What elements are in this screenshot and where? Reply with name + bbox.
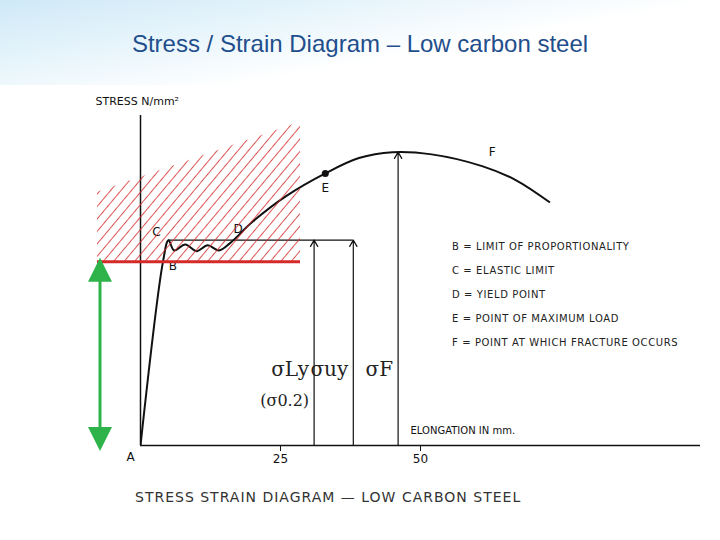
svg-text:F: F (489, 145, 496, 159)
html-text:STRESS STRAIN DIAGRAM — LOW CA: STRESS STRAIN DIAGRAM — LOW CARBON STEEL (135, 489, 522, 505)
html-text:C = ELASTIC LIMIT: C = ELASTIC LIMIT (452, 265, 555, 276)
svg-text:(σ0.2): (σ0.2) (260, 391, 309, 410)
svg-text:σF: σF (366, 357, 394, 381)
svg-text:A: A (126, 450, 135, 464)
svg-text:E: E (322, 181, 330, 195)
svg-text:σLy: σLy (271, 357, 310, 381)
html-text:B = LIMIT OF PROPORTIONALITY: B = LIMIT OF PROPORTIONALITY (452, 241, 630, 252)
svg-text:σuy: σuy (310, 357, 349, 381)
html-text:D = YIELD POINT: D = YIELD POINT (452, 289, 546, 300)
html-text:Stress / Strain Diagram – Low: Stress / Strain Diagram – Low carbon ste… (131, 30, 589, 57)
svg-text:50: 50 (413, 452, 428, 466)
svg-text:25: 25 (273, 452, 288, 466)
html-text:E = POINT OF MAXIMUM LOAD: E = POINT OF MAXIMUM LOAD (452, 313, 619, 324)
html-text:F = POINT AT WHICH FRACTURE OC: F = POINT AT WHICH FRACTURE OCCURS (452, 337, 679, 348)
svg-text:STRESS N/mm²: STRESS N/mm² (96, 95, 180, 108)
svg-text:B: B (168, 259, 177, 273)
svg-text:ELONGATION IN mm.: ELONGATION IN mm. (411, 425, 516, 436)
